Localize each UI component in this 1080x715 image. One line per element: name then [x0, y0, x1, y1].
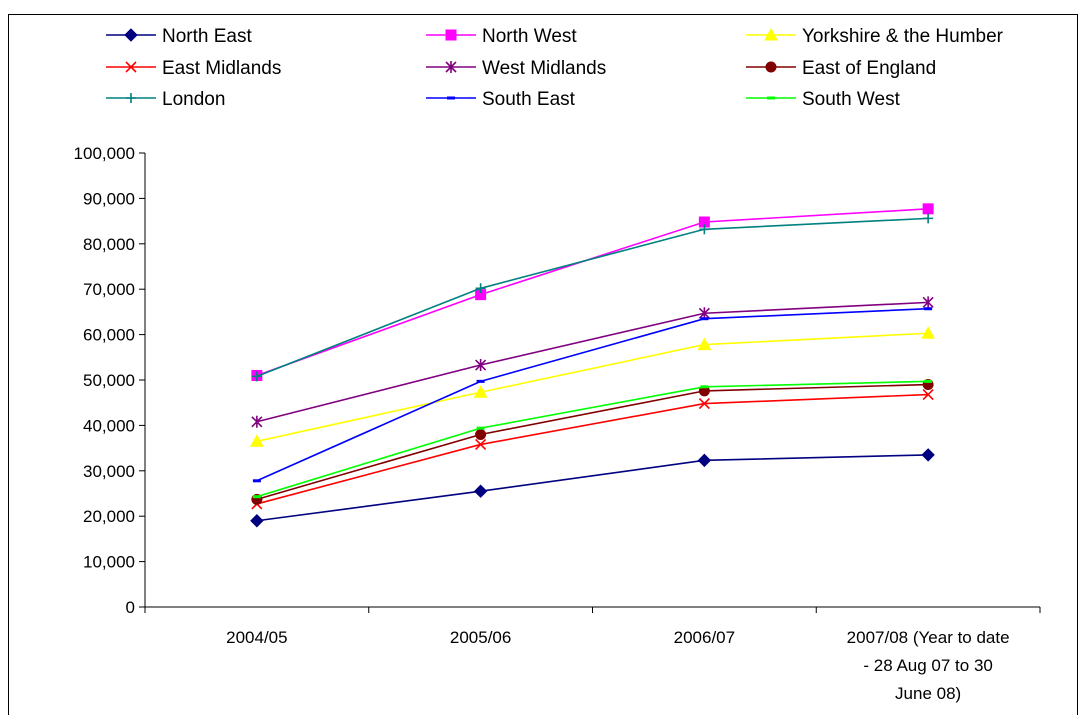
y-tick-label: 80,000: [83, 235, 135, 254]
y-tick-label: 90,000: [83, 189, 135, 208]
data-point: [924, 307, 933, 311]
x-tick-label: 2004/05: [226, 628, 287, 647]
data-point: [251, 371, 262, 382]
legend-label: North West: [482, 26, 577, 47]
data-point: [700, 385, 709, 389]
data-point: [250, 514, 264, 528]
series-west-midlands: [251, 296, 934, 428]
legend: North East North West Yorkshire & the Humb…: [106, 26, 1004, 110]
data-point: [473, 484, 488, 498]
legend-item-east-midlands: East Midlands: [106, 58, 281, 79]
series-yorkshire-and-the-humber: [250, 326, 935, 447]
y-tick-label: 0: [126, 598, 135, 617]
series-line-east-of-england: [256, 383, 929, 501]
legend-label: North East: [162, 26, 252, 47]
series-north-east: [250, 448, 935, 528]
legend-item-north-east: North East: [106, 26, 252, 47]
legend-label: London: [162, 89, 225, 110]
series-line-yorkshire-and-the-humber: [256, 332, 929, 443]
y-tick-label: 70,000: [83, 280, 135, 299]
data-point: [922, 296, 934, 309]
series-line-south-west: [256, 380, 929, 498]
legend-marker: [124, 28, 138, 42]
data-point: [473, 385, 488, 398]
legend-label: Yorkshire & the Humber: [802, 26, 1004, 47]
series-line-north-east: [256, 454, 929, 522]
legend-item-yorkshire-and-the-humber: Yorkshire & the Humber: [746, 26, 1004, 47]
y-tick-label: 40,000: [83, 416, 135, 435]
legend-label: East Midlands: [162, 58, 281, 79]
y-tick-label: 100,000: [74, 144, 135, 163]
data-point: [250, 434, 264, 447]
series-south-east: [252, 307, 933, 483]
data-point: [475, 283, 486, 294]
legend-marker: [764, 27, 778, 41]
legend-label: South East: [482, 89, 576, 110]
legend-item-west-midlands: West Midlands: [426, 58, 606, 79]
series-line-london: [256, 217, 929, 378]
data-point: [475, 359, 487, 372]
legend-label: West Midlands: [482, 58, 606, 79]
legend-marker: [447, 96, 455, 100]
y-tick-label: 20,000: [83, 507, 135, 526]
y-tick-label: 30,000: [83, 462, 135, 481]
data-point: [252, 479, 261, 483]
data-point: [700, 317, 709, 321]
y-tick-label: 10,000: [83, 553, 135, 572]
data-point: [921, 448, 935, 462]
data-point: [923, 213, 934, 224]
series-layer: [250, 203, 935, 528]
legend-item-london: London: [106, 89, 225, 110]
legend-item-south-east: South East: [426, 89, 576, 110]
data-point: [922, 388, 934, 401]
data-point: [697, 453, 712, 468]
legend-item-east-of-england: East of England: [746, 58, 936, 79]
legend-marker: [765, 61, 777, 73]
data-point: [699, 224, 710, 235]
legend-marker: [767, 96, 775, 100]
data-point: [476, 379, 485, 383]
legend-item-north-west: North West: [426, 26, 577, 47]
y-tick-label: 50,000: [83, 371, 135, 390]
x-tick-label: 2005/06: [450, 628, 511, 647]
y-tick-label: 60,000: [83, 326, 135, 345]
data-point: [475, 428, 487, 440]
x-tick-label: 2006/07: [674, 628, 735, 647]
series-line-west-midlands: [256, 301, 929, 423]
legend-label: South West: [802, 89, 901, 110]
series-line-south-east: [256, 307, 929, 482]
legend-marker: [445, 29, 457, 41]
axes: 0 10,000 20,000 30,000 40,000 50,000 60,000 70,…: [74, 144, 1041, 703]
data-point: [252, 495, 261, 499]
legend-label: East of England: [802, 58, 936, 79]
x-tick-label: 2007/08 (Year to date - 28 Aug 07 to 30 Ju…: [847, 628, 1010, 703]
legend-item-south-west: South West: [746, 89, 901, 110]
data-point: [697, 337, 712, 351]
data-point: [924, 379, 933, 383]
legend-marker: [445, 61, 457, 73]
legend-marker: [125, 61, 137, 73]
data-point: [476, 426, 485, 430]
series-london: [251, 213, 934, 382]
data-point: [475, 438, 487, 451]
series-line-east-midlands: [256, 393, 929, 505]
data-point: [251, 415, 263, 428]
data-point: [922, 203, 934, 215]
series-east-midlands: [251, 388, 934, 510]
legend-marker: [126, 93, 136, 103]
data-point: [921, 326, 935, 339]
series-north-west: [251, 203, 934, 381]
data-point: [698, 398, 710, 410]
series-south-west: [252, 379, 933, 499]
